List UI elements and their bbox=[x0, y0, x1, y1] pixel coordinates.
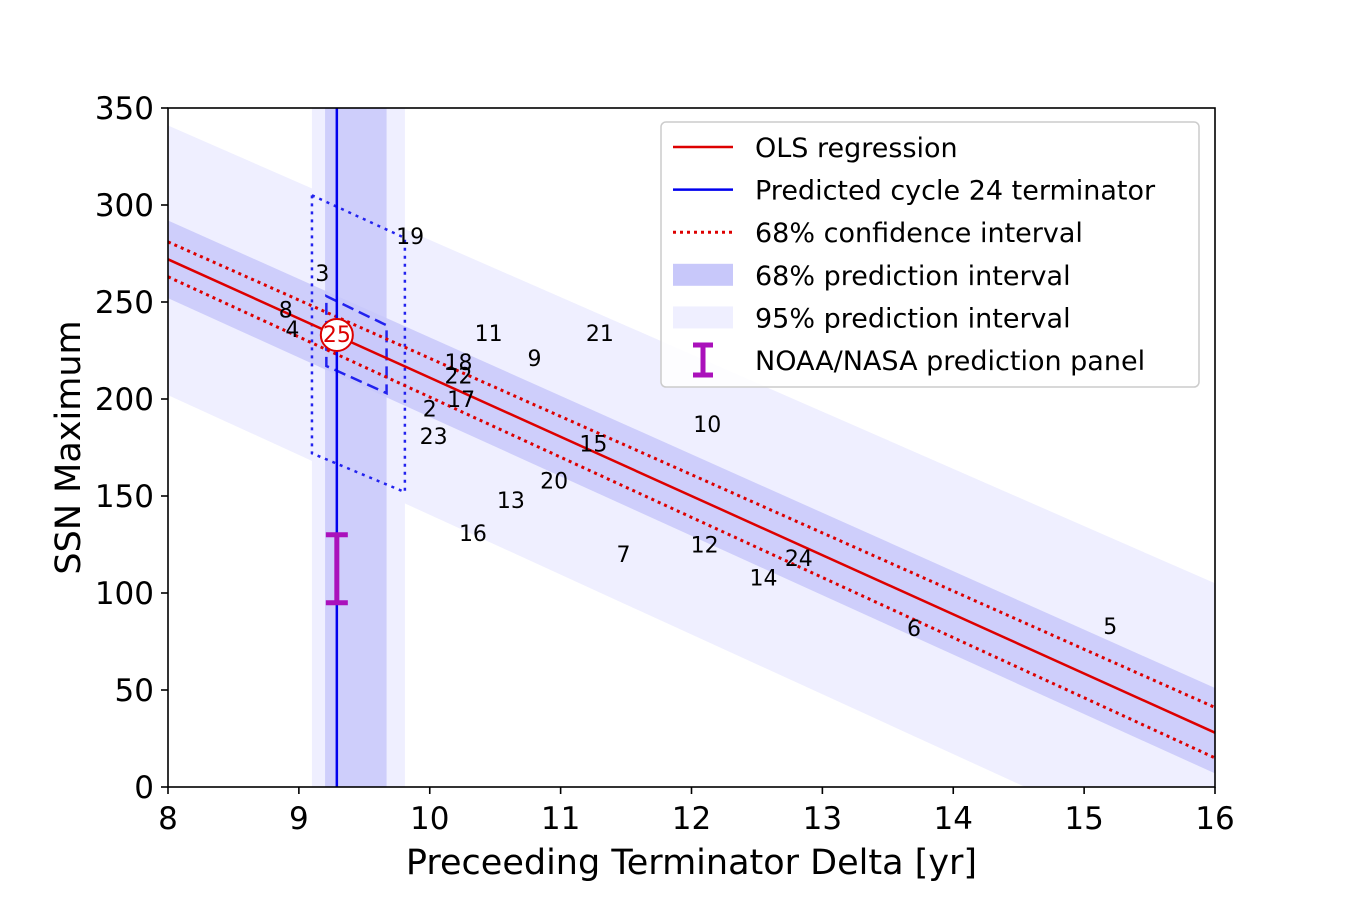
x-axis-title: Preceeding Terminator Delta [yr] bbox=[406, 843, 977, 883]
legend-label: 68% prediction interval bbox=[755, 261, 1071, 292]
legend-entry: 68% prediction interval bbox=[673, 261, 1071, 292]
y-tick-label: 200 bbox=[95, 382, 154, 418]
data-point-cycle-17: 17 bbox=[447, 388, 475, 413]
data-point-cycle-5: 5 bbox=[1103, 615, 1117, 640]
data-point-cycle-16: 16 bbox=[459, 522, 487, 547]
data-point-cycle-3: 3 bbox=[315, 262, 329, 287]
legend-handle-band bbox=[673, 263, 733, 286]
axes: 8 9 10 11 12 13 14 15 16 0 50 100 150 200 250 300 350 bbox=[95, 91, 1235, 837]
legend-label: OLS regression bbox=[755, 133, 958, 164]
y-tick-label: 300 bbox=[95, 188, 154, 224]
noaa-prediction-errorbar bbox=[325, 532, 348, 606]
x-tick-label: 9 bbox=[289, 801, 309, 837]
data-point-cycle-8: 8 bbox=[279, 299, 293, 324]
cycle-25-circle bbox=[319, 317, 354, 352]
legend-label: NOAA/NASA prediction panel bbox=[755, 346, 1145, 377]
data-point-cycle-18: 18 bbox=[445, 351, 473, 376]
data-point-cycle-14: 14 bbox=[749, 566, 777, 591]
data-point-cycle-10: 10 bbox=[693, 413, 721, 438]
data-point-cycle-22: 22 bbox=[445, 365, 473, 390]
data-point-cycle-24: 24 bbox=[785, 547, 813, 572]
data-point-cycle-9: 9 bbox=[527, 347, 541, 372]
data-point-cycle-2: 2 bbox=[423, 398, 437, 423]
ci68-lower-line bbox=[168, 275, 1215, 760]
x-tick-label: 12 bbox=[672, 801, 711, 837]
x-tick-label: 11 bbox=[541, 801, 580, 837]
legend-box bbox=[660, 121, 1200, 388]
legend-entry: NOAA/NASA prediction panel bbox=[693, 342, 1145, 378]
y-tick-label: 50 bbox=[115, 673, 154, 709]
x-tick-label: 14 bbox=[934, 801, 973, 837]
y-tick-label: 250 bbox=[95, 285, 154, 321]
legend-label: 95% prediction interval bbox=[755, 303, 1071, 334]
x-tick-label: 16 bbox=[1195, 801, 1234, 837]
y-tick-label: 150 bbox=[95, 479, 154, 515]
data-point-cycle-13: 13 bbox=[497, 489, 525, 514]
legend-label: Predicted cycle 24 terminator bbox=[755, 176, 1156, 207]
y-tick-label: 350 bbox=[95, 91, 154, 127]
data-point-cycle-23: 23 bbox=[420, 425, 448, 450]
y-axis-title: SSN Maximum bbox=[49, 320, 89, 574]
data-point-cycle-20: 20 bbox=[540, 469, 568, 494]
legend-handle-band bbox=[673, 306, 733, 329]
data-point-cycle-15: 15 bbox=[579, 433, 607, 458]
x-tick-label: 8 bbox=[158, 801, 178, 837]
data-point-cycle-12: 12 bbox=[691, 533, 719, 558]
y-tick-label: 100 bbox=[95, 576, 154, 612]
y-tick-label: 0 bbox=[134, 770, 154, 806]
data-point-cycle-21: 21 bbox=[586, 322, 614, 347]
data-point-cycle-19: 19 bbox=[396, 225, 424, 250]
legend-entry: Predicted cycle 24 terminator bbox=[673, 176, 1156, 207]
legend-label: 68% confidence interval bbox=[755, 218, 1083, 249]
cycle-25-label: 25 bbox=[323, 323, 351, 348]
legend-entry: 68% confidence interval bbox=[673, 218, 1083, 249]
data-point-cycle-11: 11 bbox=[475, 322, 503, 347]
legend-entry: 95% prediction interval bbox=[673, 303, 1071, 334]
data-point-cycle-7: 7 bbox=[616, 543, 630, 568]
x-tick-label: 15 bbox=[1064, 801, 1103, 837]
x-tick-label: 13 bbox=[803, 801, 842, 837]
terminator-pi68-band bbox=[325, 108, 387, 787]
data-point-cycle-6: 6 bbox=[907, 617, 921, 642]
cycle-25-prediction-marker: 25 bbox=[319, 317, 354, 352]
legend: OLS regression Predicted cycle 24 termina… bbox=[660, 121, 1200, 388]
legend-entry: OLS regression bbox=[673, 133, 958, 164]
data-point-cycle-4: 4 bbox=[285, 318, 299, 343]
x-tick-label: 10 bbox=[410, 801, 449, 837]
plot-area bbox=[168, 108, 1215, 787]
